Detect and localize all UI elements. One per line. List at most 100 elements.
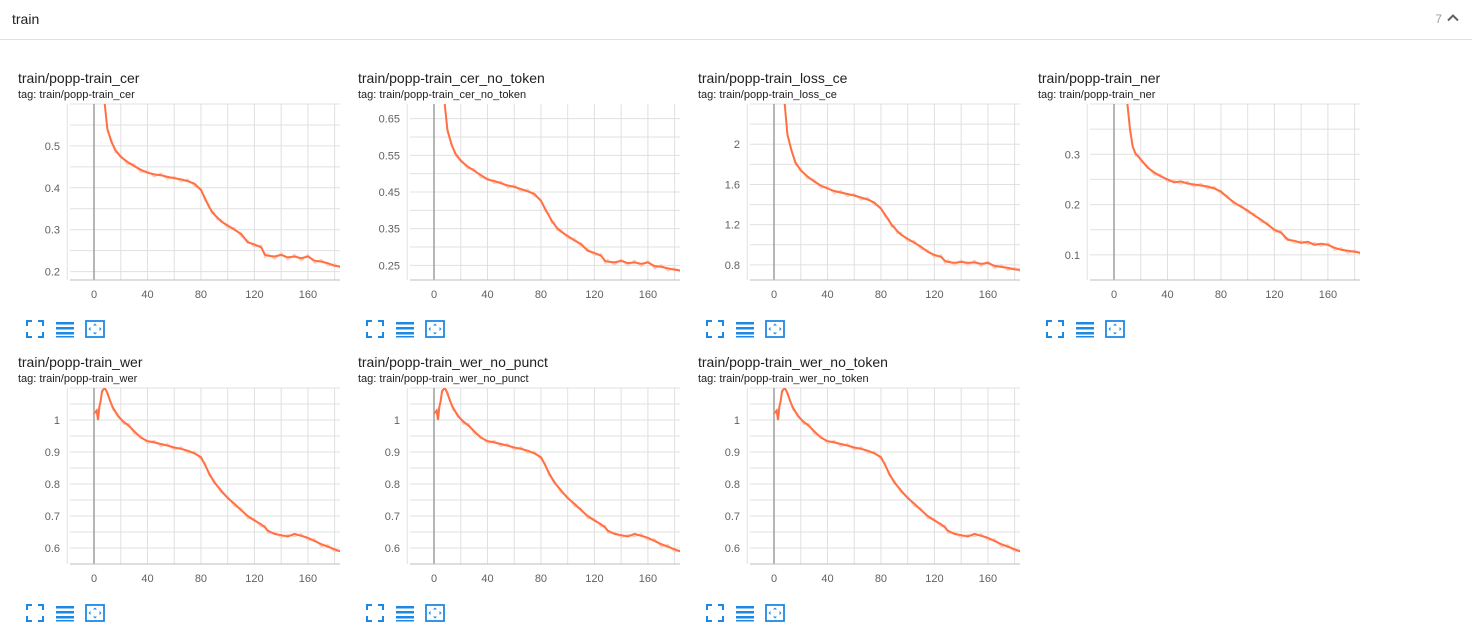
- toggle-y-log-icon[interactable]: [395, 603, 415, 623]
- toggle-y-log-icon[interactable]: [735, 603, 755, 623]
- card-title: train/popp-train_wer: [18, 354, 143, 370]
- fit-domain-icon[interactable]: [765, 603, 785, 623]
- x-tick-label: 160: [979, 289, 997, 301]
- y-tick-label: 0.8: [45, 479, 60, 491]
- fullscreen-icon[interactable]: [25, 319, 45, 339]
- x-tick-label: 120: [585, 289, 603, 301]
- x-tick-label: 120: [585, 573, 603, 585]
- scalar-card: train/popp-train_cer_no_token tag: train/…: [340, 50, 680, 340]
- y-tick-label: 1.2: [725, 220, 740, 232]
- y-tick-label: 2: [734, 139, 740, 151]
- fit-domain-icon[interactable]: [425, 319, 445, 339]
- y-tick-label: 1: [734, 415, 740, 427]
- y-tick-label: 0.8: [385, 479, 400, 491]
- fullscreen-icon[interactable]: [705, 319, 725, 339]
- raw-series-line: [104, 104, 340, 270]
- y-tick-label: 0.9: [45, 447, 60, 459]
- line-chart[interactable]: 0 40 80 120 160 0.6 0.7 0.8 0.9 1: [340, 334, 680, 596]
- y-tick-label: 1: [394, 415, 400, 427]
- scalar-card: train/popp-train_wer tag: train/popp-trai…: [0, 334, 340, 624]
- x-tick-label: 120: [245, 573, 263, 585]
- scalar-card: train/popp-train_wer_no_token tag: train/…: [680, 334, 1020, 624]
- line-chart[interactable]: 0 40 80 120 160 0.8 1.2 1.6 2: [680, 50, 1020, 312]
- y-tick-label: 0.25: [379, 260, 400, 272]
- y-tick-label: 0.65: [379, 114, 400, 126]
- fit-domain-icon[interactable]: [1105, 319, 1125, 339]
- y-tick-label: 0.1: [1065, 250, 1080, 262]
- series-line: [443, 104, 680, 272]
- x-tick-label: 40: [1161, 289, 1173, 301]
- x-tick-label: 80: [875, 289, 887, 301]
- toggle-y-log-icon[interactable]: [735, 319, 755, 339]
- x-tick-label: 80: [875, 573, 887, 585]
- y-tick-label: 0.3: [45, 225, 60, 237]
- x-tick-label: 120: [245, 289, 263, 301]
- x-tick-label: 0: [91, 289, 97, 301]
- y-tick-label: 0.55: [379, 150, 400, 162]
- toggle-y-log-icon[interactable]: [55, 319, 75, 339]
- series-line: [783, 104, 1020, 271]
- fullscreen-icon[interactable]: [25, 603, 45, 623]
- y-tick-label: 0.2: [1065, 200, 1080, 212]
- toggle-y-log-icon[interactable]: [395, 319, 415, 339]
- card-tag: tag: train/popp-train_cer: [18, 89, 135, 101]
- group-header[interactable]: train 7: [0, 0, 1472, 40]
- x-tick-label: 0: [431, 573, 437, 585]
- x-tick-label: 160: [299, 573, 317, 585]
- fit-domain-icon[interactable]: [765, 319, 785, 339]
- x-tick-label: 0: [771, 289, 777, 301]
- series-line: [93, 388, 340, 553]
- y-tick-label: 0.35: [379, 224, 400, 236]
- fullscreen-icon[interactable]: [365, 319, 385, 339]
- y-tick-label: 0.6: [385, 543, 400, 555]
- x-tick-label: 120: [1265, 289, 1283, 301]
- x-tick-label: 40: [141, 289, 153, 301]
- toggle-y-log-icon[interactable]: [55, 603, 75, 623]
- fit-domain-icon[interactable]: [85, 319, 105, 339]
- x-tick-label: 80: [195, 289, 207, 301]
- scalar-card: train/popp-train_wer_no_punct tag: train/…: [340, 334, 680, 624]
- raw-series-line: [773, 388, 1020, 553]
- card-tag: tag: train/popp-train_wer_no_punct: [358, 373, 529, 385]
- toggle-y-log-icon[interactable]: [1075, 319, 1095, 339]
- raw-series-line: [93, 388, 340, 553]
- x-tick-label: 80: [535, 573, 547, 585]
- y-tick-label: 0.3: [1065, 149, 1080, 161]
- fullscreen-icon[interactable]: [705, 603, 725, 623]
- fit-domain-icon[interactable]: [85, 603, 105, 623]
- line-chart[interactable]: 0 40 80 120 160 0.2 0.3 0.4 0.5: [0, 50, 340, 312]
- y-tick-label: 0.7: [45, 511, 60, 523]
- series-line: [1126, 104, 1360, 254]
- y-tick-label: 0.6: [725, 543, 740, 555]
- x-tick-label: 80: [535, 289, 547, 301]
- y-tick-label: 1: [54, 415, 60, 427]
- card-tag: tag: train/popp-train_ner: [1038, 89, 1156, 101]
- fullscreen-icon[interactable]: [365, 603, 385, 623]
- x-tick-label: 160: [979, 573, 997, 585]
- x-tick-label: 120: [925, 573, 943, 585]
- fullscreen-icon[interactable]: [1045, 319, 1065, 339]
- chevron-up-icon[interactable]: [1444, 9, 1462, 27]
- card-tag: tag: train/popp-train_loss_ce: [698, 89, 837, 101]
- line-chart[interactable]: 0 40 80 120 160 0.6 0.7 0.8 0.9 1: [0, 334, 340, 596]
- fit-domain-icon[interactable]: [425, 603, 445, 623]
- card-title: train/popp-train_cer_no_token: [358, 70, 545, 86]
- x-tick-label: 160: [1319, 289, 1337, 301]
- y-tick-label: 0.9: [725, 447, 740, 459]
- card-tag: tag: train/popp-train_wer_no_token: [698, 373, 869, 385]
- x-tick-label: 0: [91, 573, 97, 585]
- x-tick-label: 40: [141, 573, 153, 585]
- y-tick-label: 0.7: [725, 511, 740, 523]
- card-title: train/popp-train_wer_no_token: [698, 354, 888, 370]
- y-tick-label: 0.4: [45, 183, 60, 195]
- card-tag: tag: train/popp-train_cer_no_token: [358, 89, 527, 101]
- raw-series-line: [444, 104, 680, 273]
- line-chart[interactable]: 0 40 80 120 160 0.6 0.7 0.8 0.9 1: [680, 334, 1020, 596]
- x-tick-label: 80: [1215, 289, 1227, 301]
- scalar-card: train/popp-train_cer tag: train/popp-trai…: [0, 50, 340, 340]
- y-tick-label: 0.2: [45, 267, 60, 279]
- scalar-card: train/popp-train_loss_ce tag: train/popp-…: [680, 50, 1020, 340]
- line-chart[interactable]: 0 40 80 120 160 0.25 0.35 0.45 0.55 0.65: [340, 50, 680, 312]
- raw-series-line: [1126, 104, 1360, 256]
- line-chart[interactable]: 0 40 80 120 160 0.1 0.2 0.3: [1020, 50, 1360, 312]
